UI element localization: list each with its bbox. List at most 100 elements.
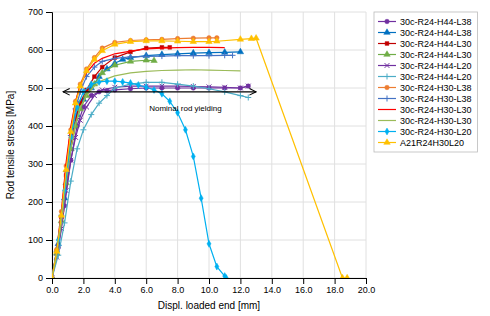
x-grid-line — [114, 12, 115, 278]
series-marker — [159, 53, 165, 59]
x-tick-label: 20.0 — [358, 285, 376, 295]
series-marker — [112, 61, 118, 67]
x-tick: 2.0 — [78, 278, 91, 295]
x-grid-line — [334, 12, 335, 278]
x-grid-line — [271, 12, 272, 278]
legend-item: 30c-R24-H30-L38 — [378, 94, 472, 104]
x-axis-title: Displ. loaded end [mm] — [158, 300, 260, 311]
x-axis: 0.02.04.06.08.010.012.014.016.018.020.0 — [46, 278, 375, 295]
y-tick-label: 200 — [28, 197, 43, 207]
y-axis-line — [46, 13, 53, 279]
x-tick-label: 8.0 — [172, 285, 185, 295]
x-tick-mark — [240, 278, 241, 284]
legend-marker — [384, 96, 390, 102]
series-marker — [112, 85, 118, 91]
legend-item: 30c-R24-H44-L20 — [378, 61, 472, 71]
legend-label: 30c-R24-H44-L38 — [400, 17, 472, 27]
series-marker — [99, 69, 105, 75]
x-tick-label: 12.0 — [232, 285, 250, 295]
x-tick-label: 16.0 — [295, 285, 313, 295]
series-marker — [136, 81, 140, 88]
legend-frame — [374, 12, 478, 152]
series-marker — [237, 36, 243, 42]
y-tick-label: 700 — [28, 7, 43, 17]
series-marker — [190, 83, 196, 89]
y-grid-line — [52, 126, 366, 127]
series-marker — [143, 53, 149, 59]
y-tick-mark — [46, 164, 52, 165]
x-tick: 8.0 — [172, 278, 185, 295]
series-line — [52, 70, 240, 278]
legend-marker — [385, 128, 389, 135]
series-marker — [128, 80, 132, 87]
legend-label: 30c-R24-H30-L30 — [400, 116, 472, 126]
chart: 0.02.04.06.08.010.012.014.016.018.020.00… — [0, 0, 490, 316]
series-marker — [96, 100, 102, 106]
series-line — [52, 82, 248, 278]
legend-item: 30c-R24-H30-L20 — [378, 127, 472, 137]
y-tick: 300 — [28, 159, 52, 169]
series-marker — [246, 84, 251, 89]
series-line — [52, 38, 217, 278]
series-marker — [206, 86, 212, 92]
series-marker — [159, 79, 165, 85]
y-tick: 700 — [28, 7, 52, 17]
y-tick-mark — [46, 12, 52, 13]
series-marker — [190, 38, 196, 44]
series-marker — [104, 93, 110, 99]
series-marker — [222, 52, 228, 58]
series-marker — [238, 86, 243, 91]
series-marker — [151, 57, 157, 63]
y-tick: 400 — [28, 121, 52, 131]
series-line — [52, 81, 226, 278]
y-grid-line — [52, 12, 366, 13]
series-marker — [83, 67, 89, 73]
series-marker — [183, 126, 187, 133]
y-tick: 100 — [28, 235, 52, 245]
series-marker — [237, 93, 243, 99]
data-marks — [52, 34, 350, 278]
series-marker — [74, 146, 80, 152]
legend-item: 30c-R24-H30-L30 — [378, 116, 472, 126]
series-marker — [58, 212, 64, 218]
legend-item: 30c-R24-H44-L38 — [378, 17, 472, 27]
series-marker — [206, 53, 212, 59]
annotations: Nominal rod yielding — [63, 92, 256, 113]
series — [52, 34, 350, 278]
x-tick: 10.0 — [201, 278, 219, 295]
legend-label: A21R24H30L20 — [400, 138, 464, 148]
series-marker — [253, 34, 259, 40]
x-tick-label: 6.0 — [140, 285, 153, 295]
series-marker — [215, 263, 219, 270]
series-marker — [113, 78, 117, 85]
x-tick-mark — [146, 278, 147, 284]
legend-marker — [385, 63, 390, 68]
series — [52, 47, 225, 278]
series-marker — [54, 248, 60, 254]
annotation-text: Nominal rod yielding — [149, 104, 221, 113]
y-tick-mark — [46, 126, 52, 127]
series-line — [52, 86, 248, 278]
series-marker — [68, 178, 74, 184]
x-tick-label: 2.0 — [78, 285, 91, 295]
series-marker — [144, 37, 149, 42]
y-tick-mark — [46, 278, 52, 279]
series-marker — [97, 78, 101, 85]
x-tick-mark — [335, 278, 336, 284]
legend-marker — [385, 85, 390, 90]
series-marker — [191, 153, 195, 160]
legend-marker — [384, 139, 390, 145]
series — [52, 48, 244, 278]
legend-line — [378, 120, 396, 121]
series-marker — [112, 41, 118, 47]
legend-item: 30c-R24-H44-L38 — [378, 28, 472, 38]
series-line — [52, 60, 154, 278]
legend-marker — [384, 74, 390, 80]
series-marker — [344, 274, 350, 278]
x-tick: 16.0 — [295, 278, 313, 295]
y-tick: 200 — [28, 197, 52, 207]
x-tick-label: 0.0 — [46, 285, 59, 295]
series-marker — [339, 274, 345, 278]
x-tick-mark — [366, 278, 367, 284]
y-tick-label: 600 — [28, 45, 43, 55]
